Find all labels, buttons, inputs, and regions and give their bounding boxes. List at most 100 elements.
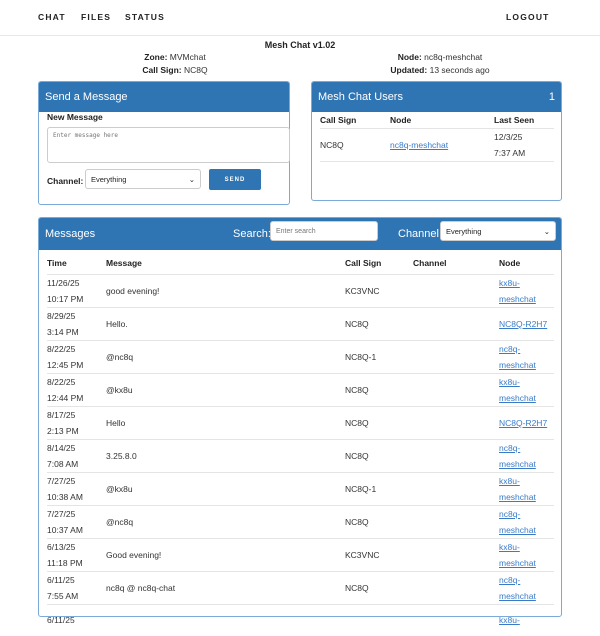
message-node-link[interactable]: kx8u-meshchat: [499, 277, 536, 304]
top-nav: CHAT FILES STATUS LOGOUT: [0, 0, 600, 36]
updated-label: Updated:: [390, 65, 428, 75]
message-callsign: NC8Q: [345, 405, 413, 439]
message-text: @nc8q: [106, 504, 345, 538]
col-call-sign: Call Sign: [345, 257, 382, 268]
new-message-label: New Message: [47, 112, 103, 122]
message-row: 11/26/25 10:17 PM good evening! KC3VNC kx…: [47, 273, 554, 307]
updated-info: Updated: 13 seconds ago: [320, 65, 560, 75]
message-time: 10:17 PM: [47, 293, 84, 304]
message-row: 7/27/25 10:38 AM @kx8u NC8Q-1 kx8u-meshch…: [47, 471, 554, 505]
nav-logout[interactable]: LOGOUT: [506, 12, 550, 22]
channel-label: Channel:: [47, 176, 84, 186]
message-callsign: [345, 603, 413, 636]
nav-chat[interactable]: CHAT: [38, 12, 66, 22]
message-time: 10:38 AM: [47, 491, 83, 502]
message-callsign: NC8Q: [345, 504, 413, 538]
mesh-chat-users-panel: Mesh Chat Users 1 Call Sign Node Last Seen …: [311, 81, 562, 201]
message-channel: [413, 438, 499, 472]
message-date: 6/13/25: [47, 541, 76, 552]
message-callsign: KC3VNC: [345, 273, 413, 307]
message-text: 3.25.8.0: [106, 438, 345, 472]
message-row: 6/11/25 kx8u-: [47, 603, 554, 636]
col-node: Node: [390, 114, 412, 125]
message-time: 7:08 AM: [47, 458, 79, 469]
col-node: Node: [499, 257, 521, 268]
callsign-value: NC8Q: [183, 65, 208, 75]
message-time: 3:14 PM: [47, 326, 79, 337]
message-node-link[interactable]: kx8u-: [499, 615, 520, 626]
message-text: @nc8q: [106, 339, 345, 373]
message-channel: [413, 273, 499, 307]
message-node-link[interactable]: nc8q-meshchat: [499, 343, 536, 370]
message-callsign: NC8Q-1: [345, 339, 413, 373]
message-channel: [413, 339, 499, 373]
message-date: 7/27/25: [47, 475, 76, 486]
message-row: 8/22/25 12:45 PM @nc8q NC8Q-1 nc8q-meshch…: [47, 339, 554, 373]
message-time: 10:37 AM: [47, 524, 83, 535]
message-input[interactable]: [47, 127, 290, 163]
nav-status[interactable]: STATUS: [125, 12, 165, 22]
message-row: 7/27/25 10:37 AM @nc8q NC8Q nc8q-meshchat: [47, 504, 554, 538]
search-input[interactable]: Enter search: [270, 221, 378, 241]
message-node-link[interactable]: nc8q-meshchat: [499, 508, 536, 535]
message-node-link[interactable]: NC8Q-R2H7: [499, 417, 548, 428]
message-node-link[interactable]: nc8q-meshchat: [499, 574, 536, 601]
message-callsign: NC8Q: [345, 306, 413, 340]
message-node-link[interactable]: kx8u-meshchat: [499, 541, 536, 568]
message-date: 6/11/25: [47, 574, 75, 585]
users-panel-header: Mesh Chat Users 1: [312, 82, 561, 112]
col-channel: Channel: [413, 257, 447, 268]
node-label: Node:: [397, 52, 422, 62]
send-panel-header: Send a Message: [39, 82, 289, 112]
messages-channel-value: Everything: [446, 226, 482, 236]
updated-value: 13 seconds ago: [429, 65, 490, 75]
message-text: @kx8u: [106, 372, 345, 406]
messages-title: Messages: [45, 228, 96, 240]
channel-select[interactable]: Everything ⌄: [85, 169, 201, 189]
message-text: @kx8u: [106, 471, 345, 505]
col-message: Message: [106, 257, 142, 268]
message-channel: [413, 603, 499, 636]
message-callsign: NC8Q: [345, 438, 413, 472]
users-panel-title: Mesh Chat Users: [318, 91, 403, 103]
chevron-down-icon: ⌄: [188, 174, 195, 184]
message-time: 2:13 PM: [47, 425, 79, 436]
message-text: Hello.: [106, 306, 345, 340]
zone-info: Zone: MVMchat: [60, 52, 290, 62]
message-date: 8/22/25: [47, 343, 76, 354]
callsign-label: Call Sign:: [142, 65, 182, 75]
message-node-link[interactable]: nc8q-meshchat: [499, 442, 536, 469]
message-channel: [413, 372, 499, 406]
users-count: 1: [548, 91, 555, 103]
user-callsign: NC8Q: [320, 139, 344, 150]
message-row: 8/17/25 2:13 PM Hello NC8Q NC8Q-R2H7: [47, 405, 554, 439]
message-text: [106, 603, 345, 636]
message-channel: [413, 537, 499, 571]
zone-value: MVMchat: [169, 52, 206, 62]
messages-channel-select[interactable]: Everything ⌄: [440, 221, 556, 241]
message-node-link[interactable]: NC8Q-R2H7: [499, 318, 548, 329]
channel-select-value: Everything: [91, 174, 127, 184]
user-last-seen-date: 12/3/25: [494, 131, 523, 142]
col-time: Time: [47, 257, 67, 268]
messages-table: Time Message Call Sign Channel Node 11/2…: [47, 252, 554, 636]
message-text: nc8q @ nc8q-chat: [106, 570, 345, 604]
user-last-seen-time: 7:37 AM: [494, 147, 526, 158]
message-node-link[interactable]: kx8u-meshchat: [499, 475, 536, 502]
messages-panel-header: Messages Search: Enter search Channel: E…: [39, 218, 561, 250]
chevron-down-icon: ⌄: [543, 226, 550, 236]
messages-channel-label: Channel:: [398, 228, 443, 240]
user-node-link[interactable]: nc8q-meshchat: [390, 139, 449, 150]
message-channel: [413, 570, 499, 604]
message-time: 12:45 PM: [47, 359, 84, 370]
message-text: Hello: [106, 405, 345, 439]
send-button[interactable]: SEND: [209, 169, 261, 190]
message-node-link[interactable]: kx8u-meshchat: [499, 376, 536, 403]
app-title: Mesh Chat v1.02: [264, 40, 336, 50]
col-last-seen: Last Seen: [494, 114, 535, 125]
message-channel: [413, 306, 499, 340]
message-callsign: KC3VNC: [345, 537, 413, 571]
nav-files[interactable]: FILES: [81, 12, 112, 22]
zone-label: Zone:: [144, 52, 168, 62]
user-row: NC8Q nc8q-meshchat 12/3/25 7:37 AM: [320, 128, 554, 161]
